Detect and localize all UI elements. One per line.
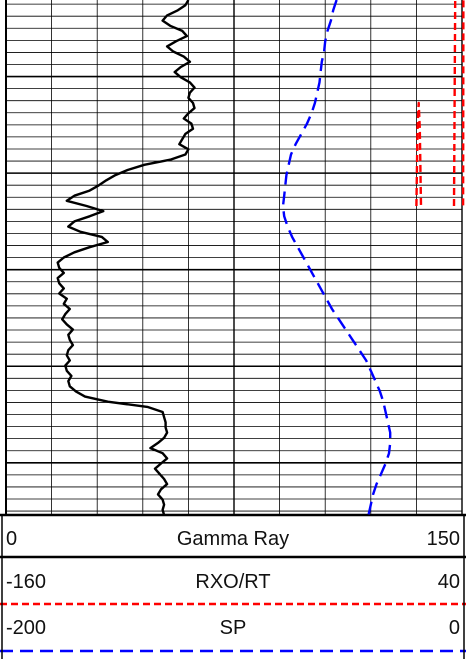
rxo-rt-label: RXO/RT: [195, 571, 270, 593]
legend-row-sp: -200 SP 0: [6, 617, 460, 639]
curves: [56, 0, 465, 516]
rxo-rt-scale-right: 40: [438, 571, 460, 593]
sp-scale-left: -200: [6, 617, 46, 639]
gamma-ray-label: Gamma Ray: [177, 528, 289, 550]
legend-row-rxo-rt: -160 RXO/RT 40: [6, 571, 460, 593]
gamma-ray-scale-right: 150: [427, 528, 460, 550]
legend-row-gamma-ray: 0 Gamma Ray 150: [6, 528, 460, 550]
sp-label: SP: [220, 617, 247, 639]
gamma-ray-curve: [56, 0, 196, 516]
legend-header: 0 Gamma Ray 150 -160 RXO/RT 40 -200 SP 0: [0, 515, 466, 659]
gamma-ray-scale-left: 0: [6, 528, 17, 550]
sp-curve: [281, 0, 392, 516]
sp-scale-right: 0: [449, 617, 460, 639]
grid: [0, 0, 466, 517]
rxo-rt-curve: [415, 101, 423, 207]
rxo-rt-scale-left: -160: [6, 571, 46, 593]
